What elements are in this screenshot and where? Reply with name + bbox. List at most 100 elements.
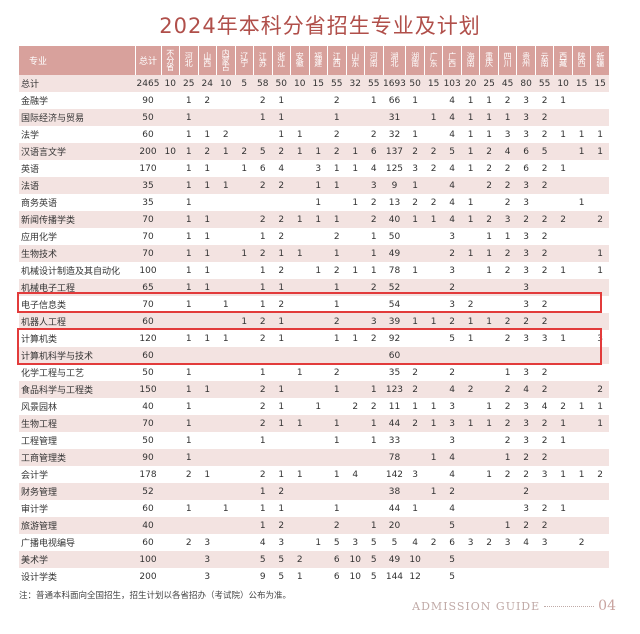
total-cell: 40 <box>135 398 161 415</box>
quota-cell <box>424 568 443 585</box>
quota-cell <box>424 296 443 313</box>
quota-cell: 6 <box>327 551 346 568</box>
quota-cell: 4 <box>442 92 462 109</box>
quota-cell: 1 <box>327 279 346 296</box>
quota-cell <box>535 568 554 585</box>
major-name-cell: 汉语言文学 <box>19 143 135 160</box>
quota-cell: 2 <box>498 92 517 109</box>
quota-cell: 49 <box>383 245 406 262</box>
quota-cell <box>161 449 180 466</box>
quota-cell: 2 <box>516 466 536 483</box>
quota-cell: 13 <box>383 194 406 211</box>
quota-cell: 4 <box>498 143 517 160</box>
quota-cell <box>161 313 180 330</box>
quota-cell: 2 <box>535 126 554 143</box>
quota-cell <box>590 551 610 568</box>
quota-cell: 2 <box>535 381 554 398</box>
header-province-label: 湖南 <box>410 52 420 66</box>
quota-cell: 2 <box>498 194 517 211</box>
quota-cell <box>290 449 309 466</box>
quota-cell: 1 <box>364 228 383 245</box>
total-cell: 170 <box>135 160 161 177</box>
quota-cell: 2 <box>272 211 291 228</box>
quota-cell: 1 <box>179 381 198 398</box>
quota-cell <box>216 449 235 466</box>
quota-cell <box>290 92 309 109</box>
quota-cell <box>498 296 517 313</box>
quota-cell <box>553 245 573 262</box>
quota-cell: 1 <box>461 109 480 126</box>
quota-cell <box>179 551 198 568</box>
quota-cell: 4 <box>442 126 462 143</box>
quota-cell <box>235 347 254 364</box>
footer-dotted-line <box>544 605 595 607</box>
quota-cell: 2 <box>253 415 272 432</box>
quota-cell: 1 <box>198 160 217 177</box>
quota-cell: 1 <box>290 143 309 160</box>
quota-cell: 3 <box>405 466 425 483</box>
quota-cell: 2 <box>498 398 517 415</box>
quota-cell: 1 <box>572 194 591 211</box>
quota-cell: 78 <box>383 449 406 466</box>
quota-cell: 2 <box>479 160 499 177</box>
quota-cell <box>572 160 591 177</box>
quota-cell: 1 <box>479 245 499 262</box>
quota-cell: 1 <box>253 500 272 517</box>
quota-cell: 2 <box>535 313 554 330</box>
total-cell: 200 <box>135 568 161 585</box>
quota-cell <box>309 381 328 398</box>
quota-cell: 1 <box>216 500 235 517</box>
quota-cell: 2 <box>253 92 272 109</box>
quota-cell: 123 <box>383 381 406 398</box>
quota-cell <box>346 279 365 296</box>
quota-cell <box>479 500 499 517</box>
quota-cell: 1 <box>461 92 480 109</box>
quota-cell <box>161 432 180 449</box>
quota-cell: 3 <box>272 534 291 551</box>
table-row: 生物技术 70 1 1 1 2 1 1 1 1 49 2 1 1 2 3 2 1 <box>19 245 610 262</box>
header-province-label: 广西 <box>447 52 457 66</box>
quota-cell: 3 <box>535 466 554 483</box>
quota-cell <box>235 517 254 534</box>
quota-cell: 1 <box>479 398 499 415</box>
quota-cell: 1 <box>179 449 198 466</box>
quota-cell: 50 <box>405 75 425 92</box>
quota-cell: 1 <box>198 126 217 143</box>
header-province-label: 河北 <box>184 52 194 66</box>
table-row: 美术学 100 3 5 5 2 6 10 5 49 10 5 <box>19 551 610 568</box>
table-row: 财务管理 52 1 2 38 1 2 2 <box>19 483 610 500</box>
quota-cell <box>346 364 365 381</box>
quota-cell: 2 <box>424 143 443 160</box>
quota-cell <box>216 347 235 364</box>
quota-cell <box>346 177 365 194</box>
quota-cell: 2 <box>327 126 346 143</box>
table-row: 机械电子工程 65 1 1 1 1 1 2 52 2 3 <box>19 279 610 296</box>
header-province: 不分省 <box>160 46 180 75</box>
quota-cell <box>461 466 480 483</box>
quota-cell: 20 <box>383 517 406 534</box>
quota-cell: 2 <box>535 415 554 432</box>
quota-cell: 10 <box>161 75 180 92</box>
quota-cell <box>364 296 383 313</box>
quota-cell <box>424 364 443 381</box>
quota-cell: 50 <box>272 75 291 92</box>
quota-cell: 1 <box>327 500 346 517</box>
quota-cell: 3 <box>498 534 517 551</box>
quota-cell: 3 <box>309 160 328 177</box>
quota-cell: 1 <box>216 330 235 347</box>
quota-cell <box>179 568 198 585</box>
header-province-label: 重庆 <box>484 52 494 66</box>
quota-cell: 1 <box>327 296 346 313</box>
header-province: 广西 <box>442 46 462 75</box>
quota-cell: 1 <box>461 126 480 143</box>
quota-cell <box>572 415 591 432</box>
quota-cell <box>253 126 272 143</box>
quota-cell <box>290 279 309 296</box>
quota-cell: 1 <box>253 432 272 449</box>
quota-cell <box>424 92 443 109</box>
quota-cell <box>327 483 346 500</box>
quota-cell <box>516 347 536 364</box>
quota-cell: 1 <box>327 160 346 177</box>
quota-cell <box>405 245 425 262</box>
quota-cell <box>216 262 235 279</box>
